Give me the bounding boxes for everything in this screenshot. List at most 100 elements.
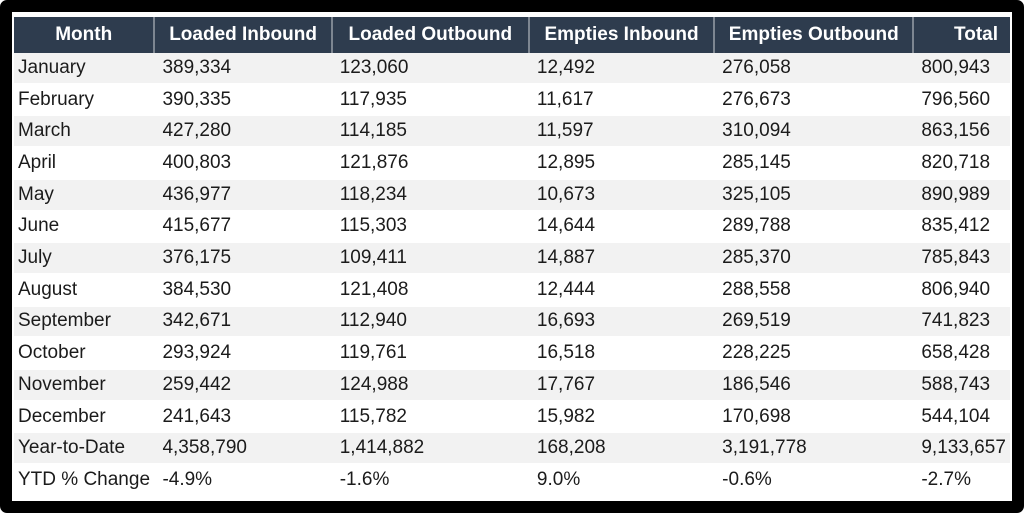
value-cell: 796,560 [912, 85, 1010, 117]
table-row-october: October 293,924 119,761 16,518 228,225 658,42… [14, 338, 1010, 371]
row-label-cell: February [14, 85, 154, 117]
value-cell: 228,225 [713, 338, 913, 371]
value-cell: 289,788 [713, 212, 913, 244]
value-cell: 1,414,882 [330, 433, 528, 466]
value-cell: 835,412 [912, 212, 1010, 244]
value-cell: 115,303 [330, 212, 528, 244]
row-label-cell: March [14, 116, 154, 149]
value-cell: 276,673 [713, 85, 913, 117]
value-cell: 285,370 [713, 243, 913, 275]
value-cell: 342,671 [153, 306, 331, 339]
value-cell: 285,145 [713, 148, 913, 180]
value-cell: 9,133,657 [912, 433, 1010, 466]
value-cell: 269,519 [713, 306, 913, 339]
value-cell: 741,823 [912, 306, 1010, 339]
value-cell: 11,617 [527, 85, 714, 117]
table-row-may: May 436,977 118,234 10,673 325,105 890,989 [14, 179, 1010, 212]
row-label-cell: January [14, 53, 154, 85]
value-cell: 785,843 [912, 243, 1010, 275]
value-cell: 259,442 [153, 370, 331, 402]
table-row-december: December 241,643 115,782 15,982 170,698 544,1… [14, 402, 1010, 434]
value-cell: 114,185 [330, 116, 528, 149]
table-row-july: July 376,175 109,411 14,887 285,370 785,843 [14, 243, 1010, 275]
value-cell: 3,191,778 [713, 433, 913, 466]
value-cell: 12,895 [527, 148, 714, 180]
value-cell: 124,988 [330, 370, 528, 402]
value-cell: 186,546 [713, 370, 913, 402]
value-cell: 121,408 [330, 275, 528, 307]
value-cell: 17,767 [527, 370, 714, 402]
value-cell: 4,358,790 [153, 433, 331, 466]
value-cell: 400,803 [153, 148, 331, 180]
value-cell: 10,673 [527, 179, 714, 212]
value-cell: 310,094 [713, 116, 913, 149]
table-row-november: November 259,442 124,988 17,767 186,546 588,7… [14, 370, 1010, 402]
value-cell: -1.6% [330, 465, 528, 497]
value-cell: 168,208 [527, 433, 714, 466]
value-cell: 16,693 [527, 306, 714, 339]
value-cell: 376,175 [153, 243, 331, 275]
value-cell: 384,530 [153, 275, 331, 307]
table-header: Month Loaded Inbound Loaded Outbound Emptie… [14, 17, 1010, 53]
monthly-container-stats-table: Month Loaded Inbound Loaded Outbound Emptie… [14, 17, 1010, 497]
value-cell: 170,698 [713, 402, 913, 434]
value-cell: 415,677 [153, 212, 331, 244]
value-cell: 15,982 [527, 402, 714, 434]
value-cell: 112,940 [330, 306, 528, 339]
value-cell: -0.6% [713, 465, 913, 497]
value-cell: 16,518 [527, 338, 714, 371]
row-label-cell: June [14, 212, 154, 244]
value-cell: 890,989 [912, 179, 1010, 212]
value-cell: 427,280 [153, 116, 331, 149]
value-cell: 544,104 [912, 402, 1010, 434]
value-cell: 14,887 [527, 243, 714, 275]
value-cell: 288,558 [713, 275, 913, 307]
value-cell: -4.9% [153, 465, 331, 497]
value-cell: 14,644 [527, 212, 714, 244]
table-row-ytd-change: YTD % Change -4.9% -1.6% 9.0% -0.6% -2.7% [14, 465, 1010, 497]
column-header-empties-outbound: Empties Outbound [713, 17, 913, 53]
value-cell: 117,935 [330, 85, 528, 117]
value-cell: 121,876 [330, 148, 528, 180]
value-cell: 12,444 [527, 275, 714, 307]
value-cell: 9.0% [527, 465, 714, 497]
column-header-total: Total [912, 17, 1010, 53]
row-label-cell: October [14, 338, 154, 371]
value-cell: 115,782 [330, 402, 528, 434]
table-row-june: June 415,677 115,303 14,644 289,788 835,412 [14, 212, 1010, 244]
value-cell: 119,761 [330, 338, 528, 371]
table-row-year-to-date: Year-to-Date 4,358,790 1,414,882 168,208 3,1… [14, 433, 1010, 466]
value-cell: 658,428 [912, 338, 1010, 371]
table-row-september: September 342,671 112,940 16,693 269,519 741,… [14, 306, 1010, 339]
column-header-loaded-inbound: Loaded Inbound [153, 17, 331, 53]
value-cell: 11,597 [527, 116, 714, 149]
value-cell: 806,940 [912, 275, 1010, 307]
row-label-cell: April [14, 148, 154, 180]
row-label-cell: Year-to-Date [14, 433, 154, 466]
column-header-loaded-outbound: Loaded Outbound [330, 17, 528, 53]
value-cell: 12,492 [527, 53, 714, 85]
header-row: Month Loaded Inbound Loaded Outbound Emptie… [14, 17, 1010, 53]
value-cell: 800,943 [912, 53, 1010, 85]
value-cell: 123,060 [330, 53, 528, 85]
table-row-august: August 384,530 121,408 12,444 288,558 806,940 [14, 275, 1010, 307]
table-row-april: April 400,803 121,876 12,895 285,145 820,718 [14, 148, 1010, 180]
row-label-cell: May [14, 179, 154, 212]
value-cell: 588,743 [912, 370, 1010, 402]
table-row-march: March 427,280 114,185 11,597 310,094 863,156 [14, 116, 1010, 149]
value-cell: 389,334 [153, 53, 331, 85]
value-cell: 863,156 [912, 116, 1010, 149]
row-label-cell: November [14, 370, 154, 402]
value-cell: 436,977 [153, 179, 331, 212]
column-header-empties-inbound: Empties Inbound [527, 17, 714, 53]
column-header-month: Month [14, 17, 154, 53]
value-cell: 241,643 [153, 402, 331, 434]
row-label-cell: August [14, 275, 154, 307]
table-body: January 389,334 123,060 12,492 276,058 800,94… [14, 53, 1010, 497]
value-cell: 276,058 [713, 53, 913, 85]
value-cell: 109,411 [330, 243, 528, 275]
row-label-cell: YTD % Change [14, 465, 154, 497]
table-row-february: February 390,335 117,935 11,617 276,673 796,5… [14, 85, 1010, 117]
value-cell: 118,234 [330, 179, 528, 212]
